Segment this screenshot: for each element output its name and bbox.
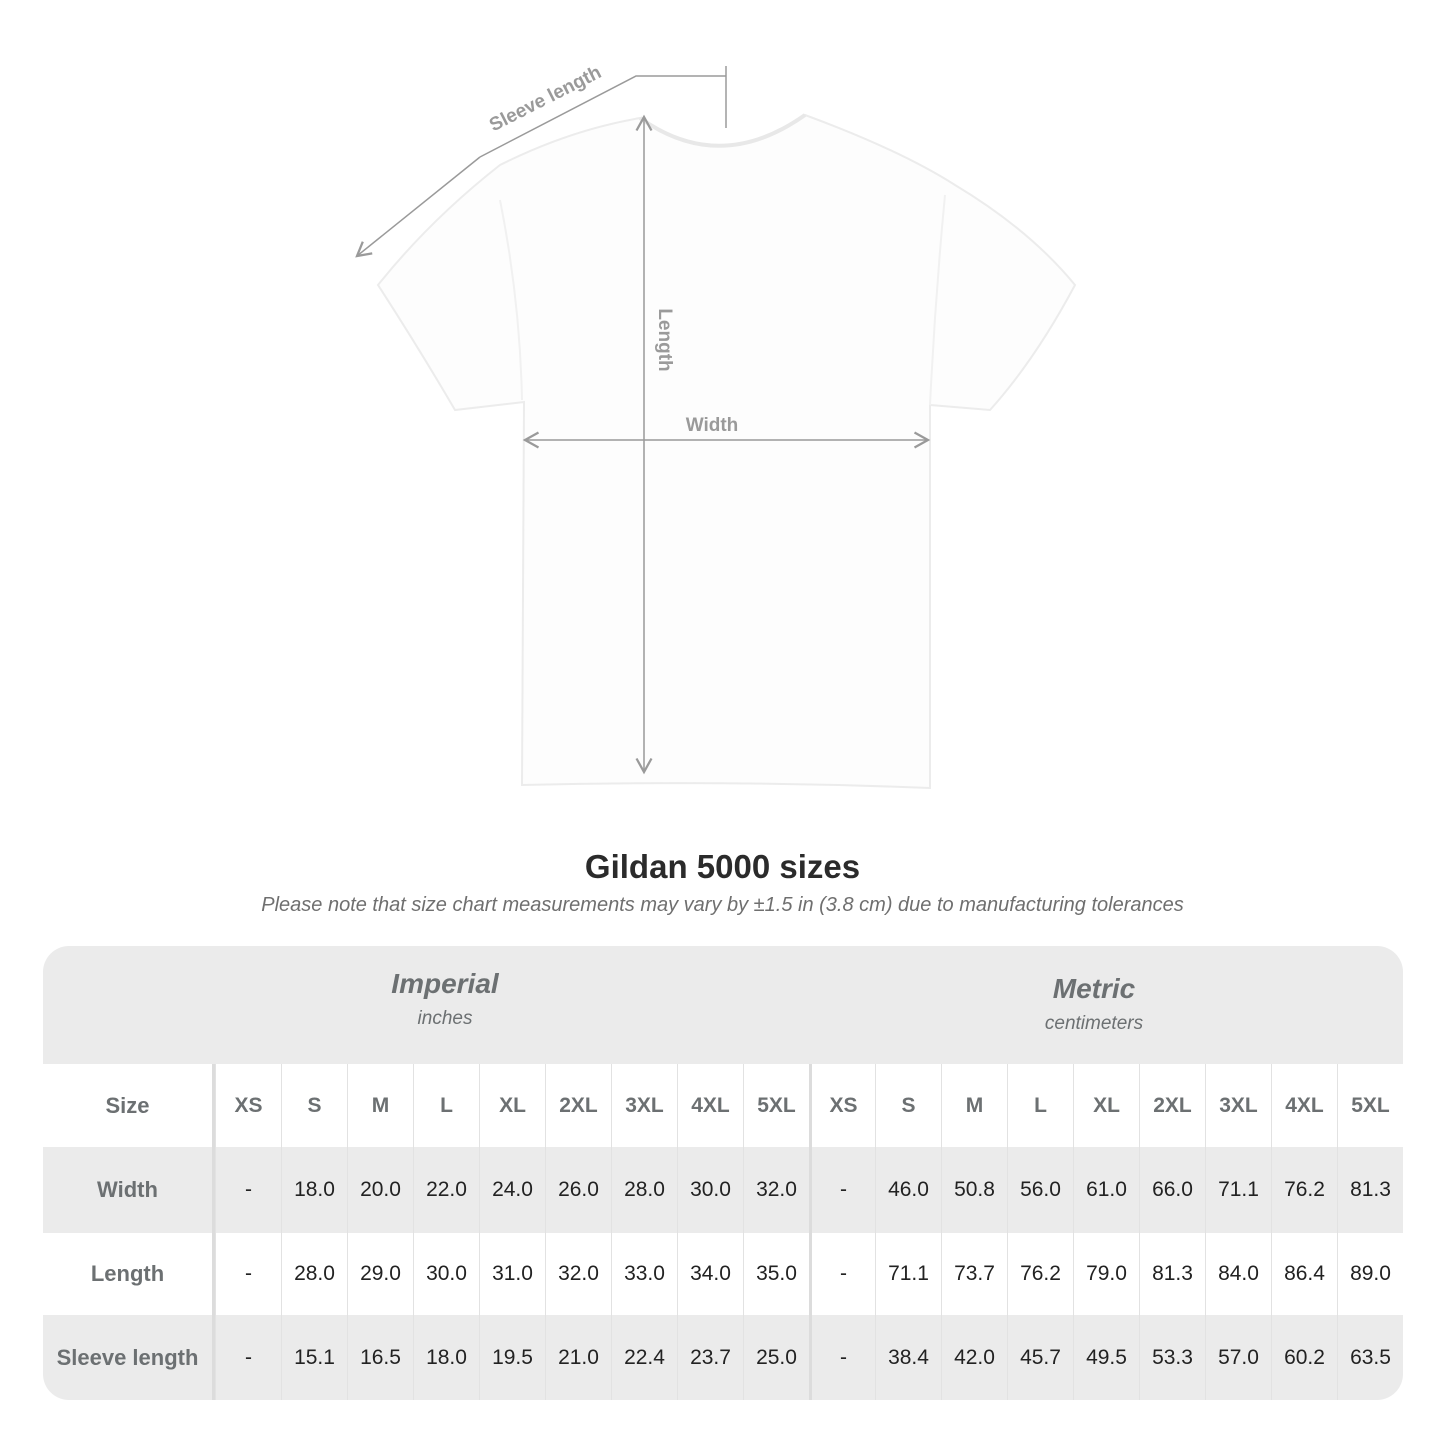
size-header-cell: 3XL (611, 1064, 677, 1147)
imperial-value-cell: 25.0 (743, 1315, 809, 1400)
size-header-cell: S (875, 1064, 941, 1147)
table-row: Length -28.0 29.0 30.0 31.0 32.0 33.0 34.0 35.0-… (43, 1233, 1403, 1315)
tshirt-diagram: Sleeve length Length Width (355, 62, 1077, 790)
size-header-cell: L (1007, 1064, 1073, 1147)
size-header-cell: 2XL (1139, 1064, 1205, 1147)
size-header-cell: 5XL (1337, 1064, 1403, 1147)
metric-value-cell: 46.0 (875, 1147, 941, 1233)
metric-value-cell: 76.2 (1007, 1233, 1073, 1315)
size-header-cell: 4XL (677, 1064, 743, 1147)
size-header-cell: S (281, 1064, 347, 1147)
metric-value-cell: 84.0 (1205, 1233, 1271, 1315)
table-row: Sleeve length -15.1 16.5 18.0 19.5 21.0 22.4 23… (43, 1315, 1403, 1400)
metric-value-cell: 79.0 (1073, 1233, 1139, 1315)
imperial-value-cell: 32.0 (545, 1233, 611, 1315)
imperial-value-cell: - (215, 1315, 281, 1400)
row-label: Sleeve length (43, 1315, 215, 1400)
imperial-value-cell: 18.0 (281, 1147, 347, 1233)
imperial-value-cell: 28.0 (611, 1147, 677, 1233)
metric-value-cell: 71.1 (1205, 1147, 1271, 1233)
imperial-value-cell: 33.0 (611, 1233, 677, 1315)
imperial-value-cell: 26.0 (545, 1147, 611, 1233)
imperial-value-cell: - (215, 1147, 281, 1233)
metric-value-cell: - (809, 1315, 875, 1400)
chart-title: Gildan 5000 sizes (584, 848, 861, 885)
size-header-cell: 3XL (1205, 1064, 1271, 1147)
size-header-cell: M (941, 1064, 1007, 1147)
metric-value-cell: 81.3 (1139, 1233, 1205, 1315)
metric-value-cell: 81.3 (1337, 1147, 1403, 1233)
imperial-value-cell: 16.5 (347, 1315, 413, 1400)
size-header-cell: 4XL (1271, 1064, 1337, 1147)
tolerance-note: Please note that size chart measurements… (261, 894, 1184, 916)
metric-value-cell: 60.2 (1271, 1315, 1337, 1400)
width-label: Width (686, 415, 739, 436)
metric-header: Metric centimeters (1044, 973, 1144, 1034)
imperial-value-cell: 24.0 (479, 1147, 545, 1233)
imperial-header: Imperial inches (391, 968, 499, 1029)
table-row: Width -18.0 20.0 22.0 24.0 26.0 28.0 30.0 32.0-4… (43, 1147, 1403, 1233)
sleeve-length-label: Sleeve length (486, 62, 605, 136)
metric-value-cell: 49.5 (1073, 1315, 1139, 1400)
imperial-value-cell: 22.4 (611, 1315, 677, 1400)
size-header-cell: XL (1073, 1064, 1139, 1147)
imperial-value-cell: 20.0 (347, 1147, 413, 1233)
imperial-value-cell: 21.0 (545, 1315, 611, 1400)
metric-value-cell: 73.7 (941, 1233, 1007, 1315)
size-header-cell: 5XL (743, 1064, 809, 1147)
size-header-cell: 2XL (545, 1064, 611, 1147)
imperial-value-cell: 32.0 (743, 1147, 809, 1233)
imperial-value-cell: 30.0 (677, 1147, 743, 1233)
imperial-value-cell: 34.0 (677, 1233, 743, 1315)
metric-value-cell: 76.2 (1271, 1147, 1337, 1233)
row-label: Length (43, 1233, 215, 1315)
size-table: Imperial inches Metric centimeters Size X… (43, 946, 1403, 1400)
metric-value-cell: 63.5 (1337, 1315, 1403, 1400)
metric-value-cell: 61.0 (1073, 1147, 1139, 1233)
metric-value-cell: 42.0 (941, 1315, 1007, 1400)
size-header-cell: XS (215, 1064, 281, 1147)
metric-value-cell: - (809, 1147, 875, 1233)
imperial-value-cell: 18.0 (413, 1315, 479, 1400)
imperial-value-cell: 29.0 (347, 1233, 413, 1315)
tshirt-shape (376, 113, 1077, 790)
imperial-value-cell: 31.0 (479, 1233, 545, 1315)
metric-value-cell: 45.7 (1007, 1315, 1073, 1400)
metric-value-cell: 71.1 (875, 1233, 941, 1315)
imperial-value-cell: 35.0 (743, 1233, 809, 1315)
size-header-cell: M (347, 1064, 413, 1147)
metric-value-cell: 57.0 (1205, 1315, 1271, 1400)
sleeve-length-arrow (355, 66, 727, 258)
imperial-value-cell: 22.0 (413, 1147, 479, 1233)
size-header-cell: XL (479, 1064, 545, 1147)
size-header-cell: L (413, 1064, 479, 1147)
metric-value-cell: 86.4 (1271, 1233, 1337, 1315)
units-header: Imperial inches Metric centimeters (43, 946, 1403, 1064)
size-header-row: Size XS S M L XL 2XL 3XL 4XL 5XL XS S M L XL 2XL 3XL 4XL 5… (43, 1064, 1403, 1147)
metric-value-cell: 66.0 (1139, 1147, 1205, 1233)
imperial-value-cell: 28.0 (281, 1233, 347, 1315)
imperial-value-cell: 30.0 (413, 1233, 479, 1315)
metric-value-cell: 38.4 (875, 1315, 941, 1400)
metric-value-cell: 53.3 (1139, 1315, 1205, 1400)
length-label: Length (654, 308, 675, 371)
imperial-value-cell: 23.7 (677, 1315, 743, 1400)
row-label: Size (43, 1064, 215, 1147)
imperial-value-cell: - (215, 1233, 281, 1315)
row-label: Width (43, 1147, 215, 1233)
size-header-cell: XS (809, 1064, 875, 1147)
imperial-value-cell: 15.1 (281, 1315, 347, 1400)
metric-value-cell: - (809, 1233, 875, 1315)
metric-value-cell: 50.8 (941, 1147, 1007, 1233)
metric-value-cell: 56.0 (1007, 1147, 1073, 1233)
imperial-value-cell: 19.5 (479, 1315, 545, 1400)
metric-value-cell: 89.0 (1337, 1233, 1403, 1315)
